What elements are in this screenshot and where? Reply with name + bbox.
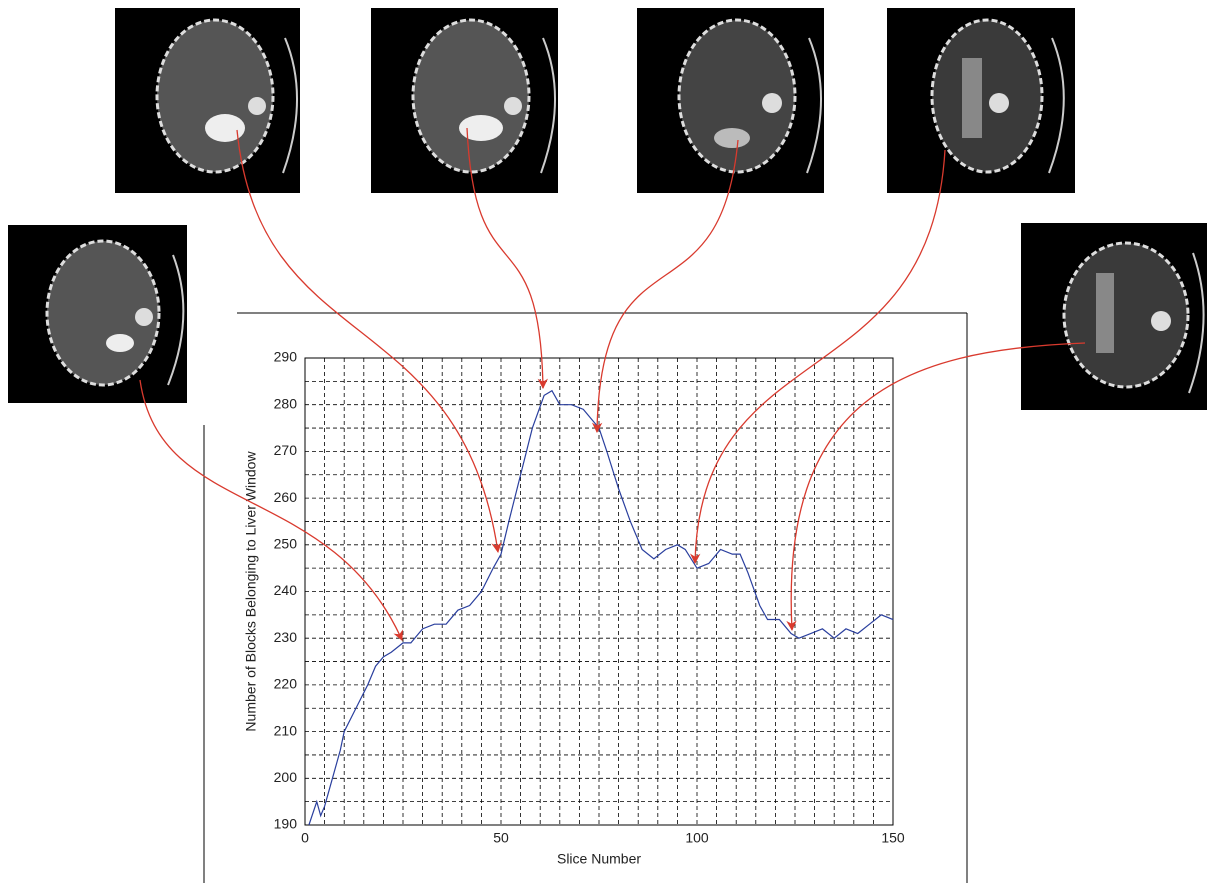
ct-image <box>8 225 187 403</box>
y-tick-label: 220 <box>274 676 298 692</box>
y-tick-label: 190 <box>274 816 298 832</box>
y-axis-label: Number of Blocks Belonging to Liver Wind… <box>243 451 259 732</box>
ct-image <box>115 8 300 193</box>
y-tick-label: 280 <box>274 395 298 411</box>
ct-image <box>887 8 1075 193</box>
x-axis-label: Slice Number <box>557 851 641 867</box>
figure: 190 200 210 220 230 240 250 260 270 280 290 0 50 100 1… <box>0 0 1207 883</box>
x-tick-label: 100 <box>685 830 709 846</box>
y-tick-label: 240 <box>274 582 298 598</box>
y-tick-label: 290 <box>274 349 298 365</box>
y-tick-label: 260 <box>274 489 298 505</box>
ct-image <box>637 8 824 193</box>
y-tick-label: 230 <box>274 629 298 645</box>
y-tick-label: 250 <box>274 536 298 552</box>
ct-image <box>1021 223 1207 410</box>
x-tick-label: 150 <box>881 830 905 846</box>
y-tick-label: 270 <box>274 442 298 458</box>
y-tick-label: 200 <box>274 769 298 785</box>
ct-image <box>371 8 558 193</box>
y-tick-label: 210 <box>274 722 298 738</box>
x-tick-label: 50 <box>493 830 509 846</box>
plot: 190 200 210 220 230 240 250 260 270 280 290 0 50 100 1… <box>243 349 905 867</box>
x-tick-label: 0 <box>301 830 309 846</box>
